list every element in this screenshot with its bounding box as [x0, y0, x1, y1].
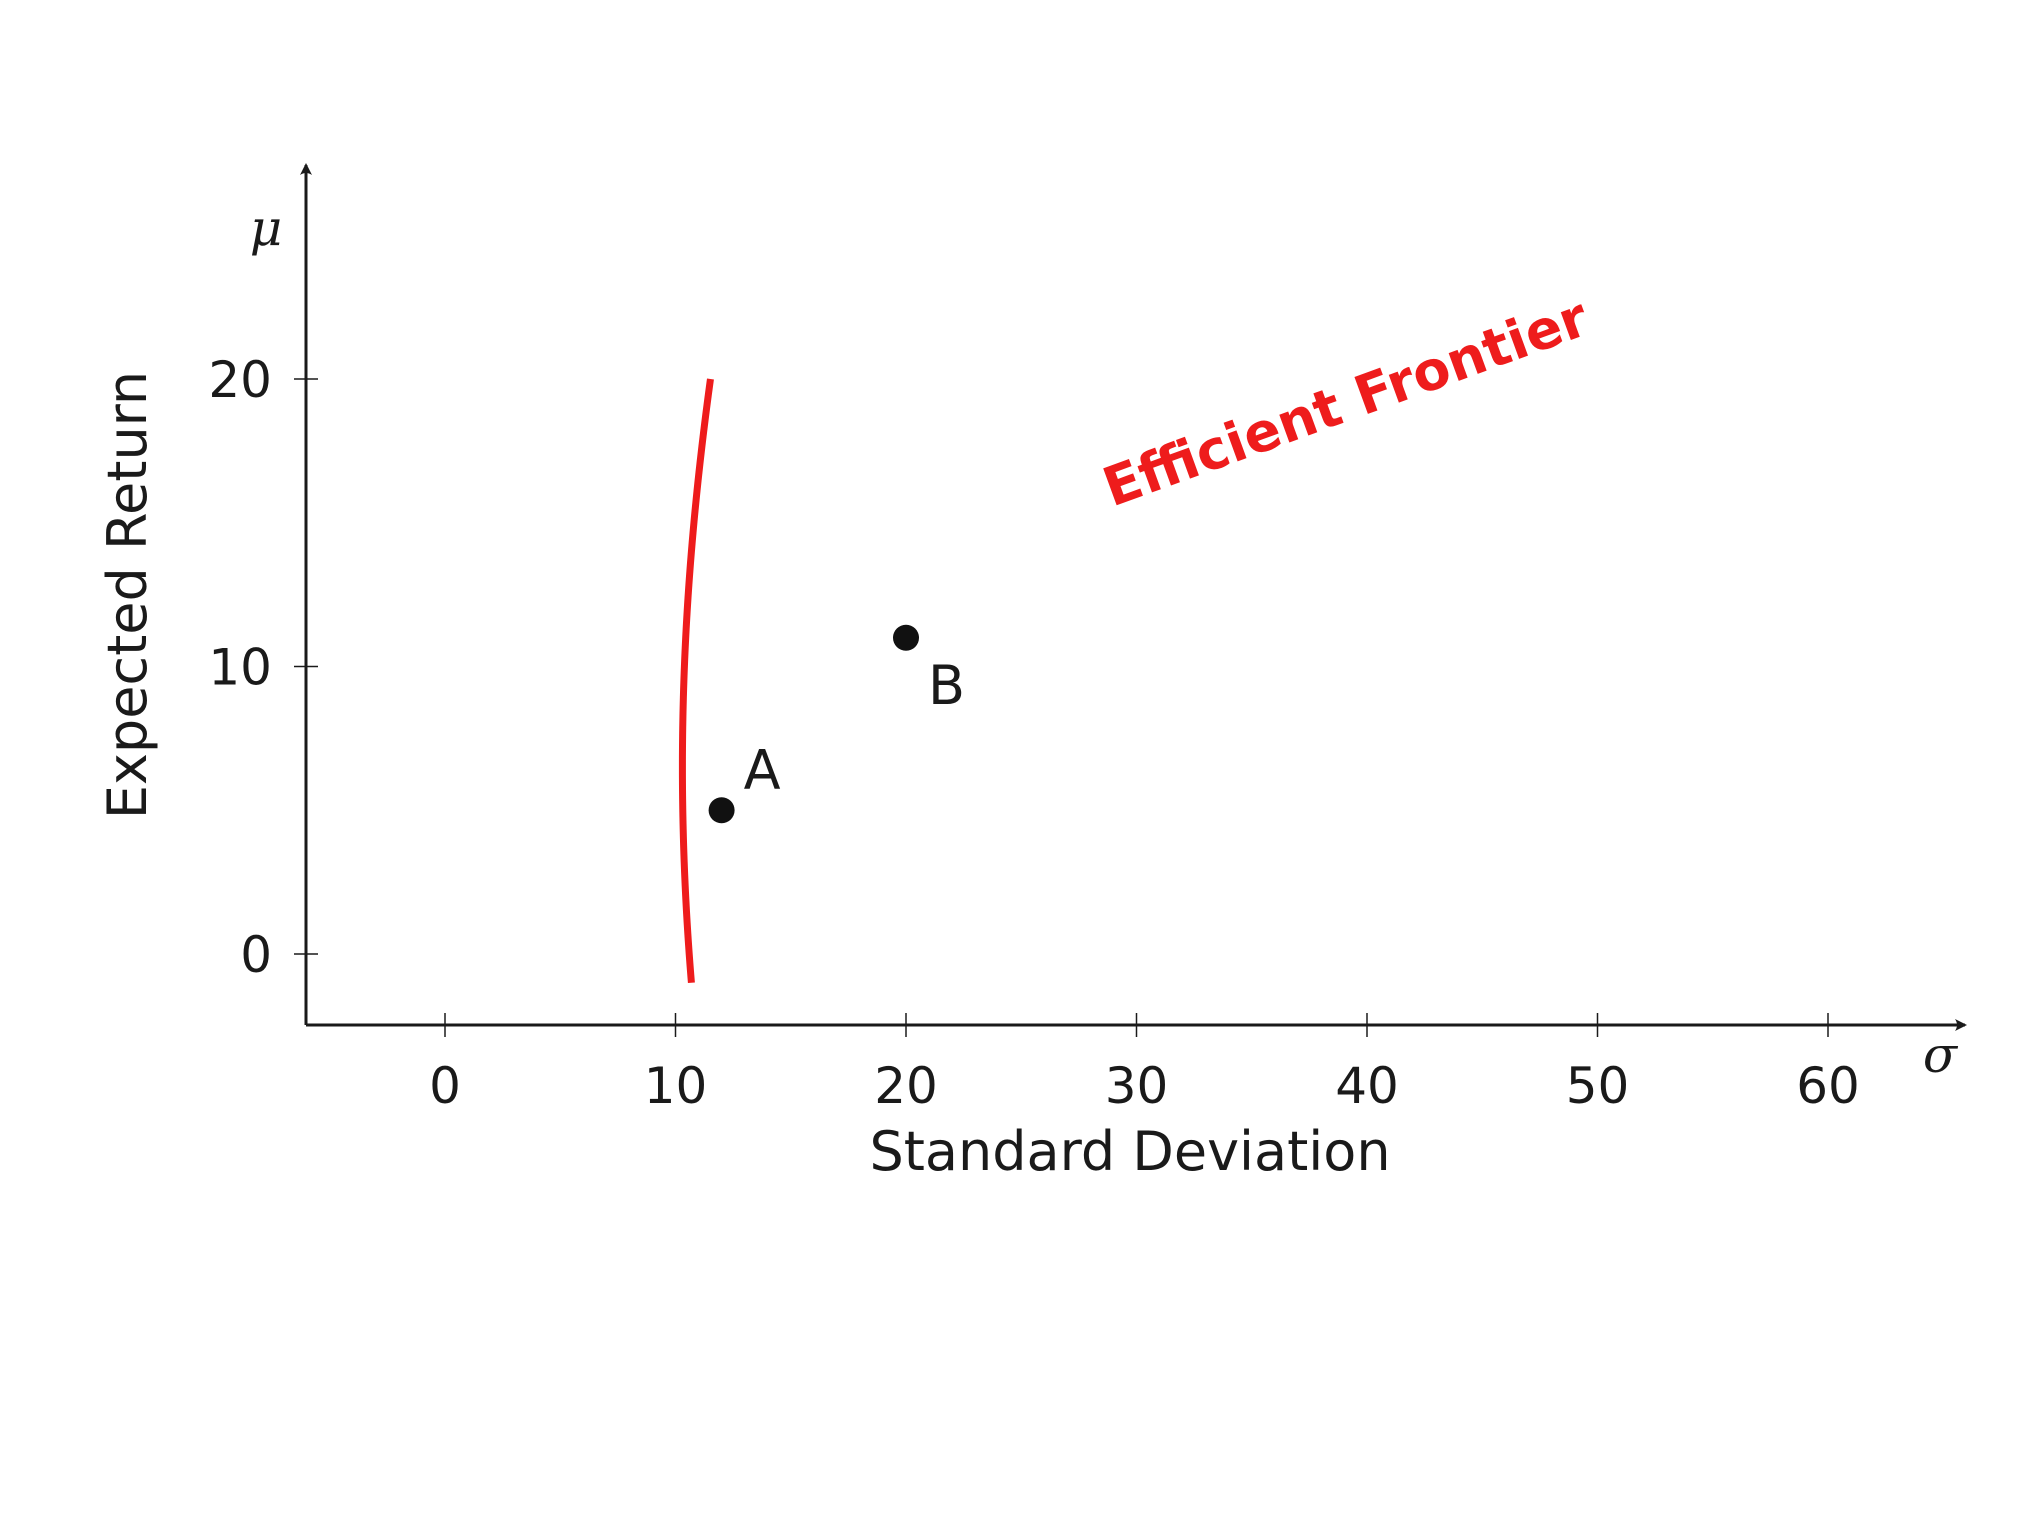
- x-tick-label: 20: [874, 1057, 938, 1115]
- data-points: AB: [708, 624, 965, 824]
- point-a-marker: [708, 797, 735, 824]
- x-tick-label: 60: [1796, 1057, 1860, 1115]
- x-tick-label: 30: [1105, 1057, 1169, 1115]
- x-axis-title: Standard Deviation: [869, 1120, 1390, 1183]
- y-tick-label: 10: [208, 639, 272, 697]
- point-b-label: B: [928, 654, 965, 717]
- y-ticks: 0 10 20: [208, 351, 318, 984]
- y-axis-title: Expected Return: [96, 371, 159, 819]
- x-tick-label: 40: [1335, 1057, 1399, 1115]
- efficient-frontier-curve: [678, 378, 714, 984]
- x-tick-label: 10: [644, 1057, 708, 1115]
- x-ticks: 0 10 20 30 40 50 60: [429, 1013, 1860, 1115]
- x-tick-label: 0: [429, 1057, 461, 1115]
- x-tick-label: 50: [1566, 1057, 1630, 1115]
- y-axis-symbol: μ: [250, 199, 283, 257]
- y-tick-label: 20: [208, 351, 272, 409]
- x-axis-symbol: σ: [1923, 1026, 1959, 1084]
- efficient-frontier-label: Efficient Frontier: [1095, 285, 1597, 519]
- y-tick-label: 0: [240, 926, 272, 984]
- point-a-label: A: [744, 738, 781, 801]
- point-b-marker: [893, 624, 919, 651]
